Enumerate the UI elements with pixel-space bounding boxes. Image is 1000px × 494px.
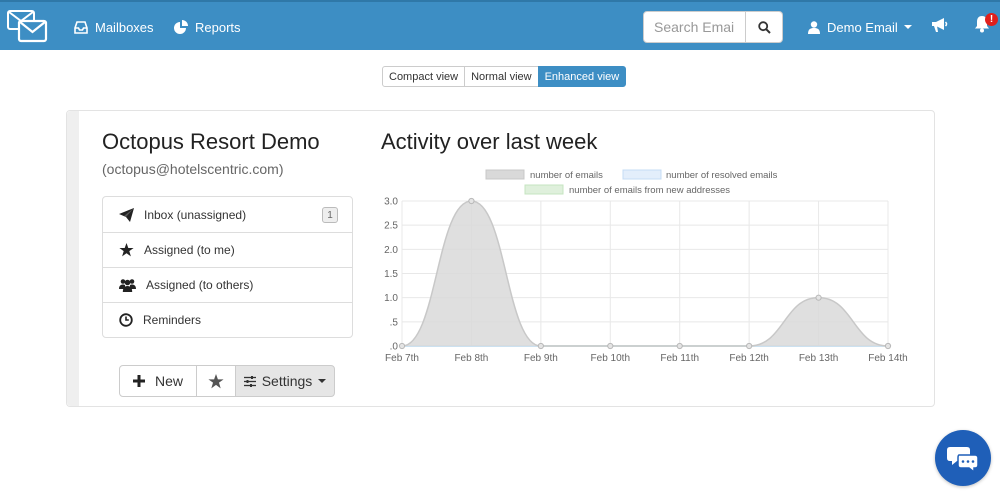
x-tick-label: Feb 13th [799,353,838,364]
folder-inbox-unassigned[interactable]: Inbox (unassigned) 1 [103,197,352,232]
mailbox-name: Octopus Resort Demo [102,129,320,154]
panel-side-strip [67,111,79,406]
megaphone-icon[interactable] [931,17,948,33]
chat-widget-button[interactable] [935,430,991,486]
unread-count-badge: 1 [322,207,338,223]
y-tick-label: 1.5 [384,269,398,280]
star-icon [208,373,224,388]
legend-label: number of emails [530,170,603,181]
enhanced-view-button[interactable]: Enhanced view [537,66,627,87]
clock-icon [119,313,133,327]
folder-label: Assigned (to me) [144,243,235,257]
search-box [643,11,783,43]
star-icon [119,243,134,257]
legend-label: number of emails from new addresses [569,185,730,196]
y-tick-label: 2.0 [384,245,398,256]
folder-label: Reminders [143,313,202,327]
plus-icon [132,375,145,387]
x-tick-label: Feb 10th [591,353,630,364]
data-point [676,342,683,350]
search-input[interactable] [643,11,746,43]
folder-list: Inbox (unassigned) 1 Assigned (to me) As… [102,196,353,338]
user-menu[interactable]: Demo Email [808,16,912,38]
search-button[interactable] [746,11,783,43]
settings-button-label: Settings [261,373,313,389]
y-tick-label: 2.5 [384,221,398,232]
folder-assigned-to-me[interactable]: Assigned (to me) [103,232,352,267]
user-menu-label: Demo Email [827,19,898,35]
folder-label: Assigned (to others) [146,278,254,292]
x-tick-label: Feb 7th [385,353,419,364]
top-navbar: Mailboxes Reports Demo Email [0,0,1000,50]
paper-plane-icon [119,207,134,222]
data-point [468,197,475,205]
mailbox-actions: New Settings [119,365,335,397]
data-point [884,342,892,350]
x-tick-label: Feb 8th [454,353,488,364]
chevron-down-icon [903,25,912,29]
folder-reminders[interactable]: Reminders [103,302,352,337]
view-switcher: Compact view Normal view Enhanced view [382,66,627,87]
nav-reports[interactable]: Reports [174,16,241,38]
settings-button[interactable]: Settings [235,365,335,397]
inbox-icon [74,20,88,34]
users-icon [119,279,136,292]
series-area [402,201,888,346]
nav-mailboxes-label: Mailboxes [95,19,154,35]
y-tick-label: 3.0 [384,197,398,208]
chevron-down-icon [318,379,327,383]
new-button-label: New [154,373,183,389]
activity-chart: number of emails number of resolved email… [384,169,908,364]
normal-view-button[interactable]: Normal view [464,66,539,87]
x-tick-label: Feb 11th [660,353,699,364]
data-point [398,342,406,350]
data-point [746,342,753,350]
legend-swatch [485,169,525,180]
legend-label: number of resolved emails [666,170,778,181]
folder-assigned-to-others[interactable]: Assigned (to others) [103,267,352,302]
series-line [401,200,889,347]
x-tick-label: Feb 9th [524,353,558,364]
sliders-icon [243,375,256,387]
compact-view-button[interactable]: Compact view [382,66,466,87]
y-tick-label: .5 [390,317,399,328]
legend-swatch [622,169,662,180]
nav-mailboxes[interactable]: Mailboxes [74,16,154,38]
y-tick-label: .0 [390,342,399,353]
favorite-button[interactable] [196,365,236,397]
x-tick-label: Feb 14th [868,353,907,364]
y-tick-label: 1.0 [384,293,398,304]
legend-swatch [524,184,564,195]
new-button[interactable]: New [119,365,197,397]
data-point [537,342,544,350]
user-icon [808,20,820,34]
data-point [607,342,614,350]
data-point [815,294,822,301]
app-logo-icon[interactable] [6,8,48,44]
folder-label: Inbox (unassigned) [144,207,247,222]
notification-badge: ! [985,13,998,26]
pie-chart-icon [174,20,188,34]
mailbox-email: (octopus@hotelscentric.com) [102,161,284,177]
nav-reports-label: Reports [195,19,241,35]
chart-title: Activity over last week [381,129,598,154]
search-icon [757,20,771,34]
chat-bubbles-icon [947,447,979,472]
x-tick-label: Feb 12th [729,353,768,364]
